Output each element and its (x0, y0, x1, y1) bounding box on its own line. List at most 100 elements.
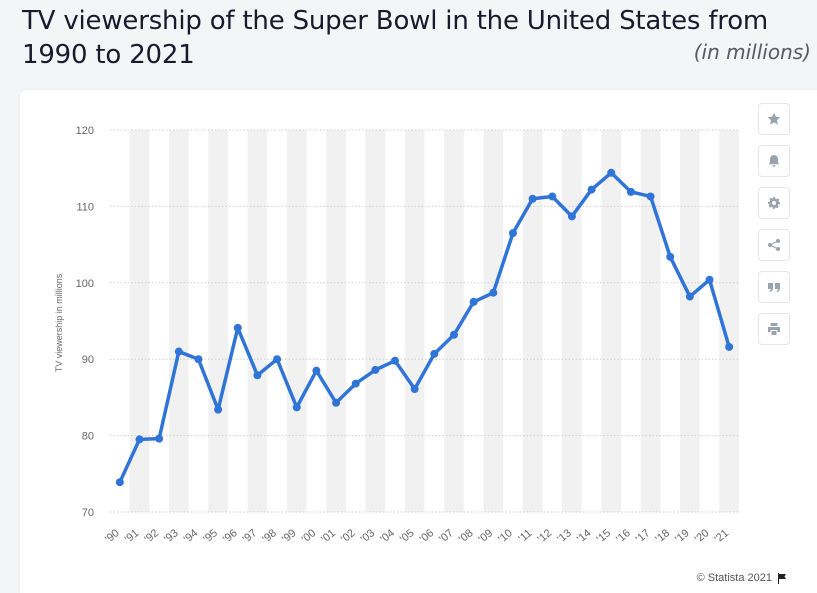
x-tick-label: '91 (123, 527, 142, 545)
data-point (489, 288, 498, 297)
star-icon (767, 112, 781, 125)
column-stripe (562, 130, 582, 512)
data-point (391, 356, 400, 365)
share-icon (768, 239, 780, 251)
column-stripe (483, 130, 504, 512)
column-stripe (129, 130, 150, 512)
data-point (214, 405, 223, 414)
x-tick-label: '10 (496, 527, 515, 545)
x-tick-label: '17 (634, 527, 653, 545)
x-tick-label: '00 (300, 527, 319, 545)
x-tick-label: '19 (673, 527, 692, 545)
data-point (430, 349, 439, 358)
data-point (174, 347, 183, 356)
credit: © Statista 2021 (697, 572, 787, 584)
data-point (685, 292, 694, 301)
data-point (292, 403, 301, 412)
data-point (410, 384, 419, 393)
x-tick-label: '14 (575, 527, 594, 545)
data-point (567, 212, 576, 221)
page-title: TV viewership of the Super Bowl in the U… (22, 6, 769, 70)
x-tick-label: '90 (103, 527, 122, 545)
notification-button[interactable] (758, 145, 790, 177)
cite-button[interactable] (758, 271, 790, 303)
x-tick-label: '92 (142, 527, 161, 545)
column-stripe (168, 130, 189, 512)
x-tick-label: '13 (555, 527, 574, 545)
data-point (666, 252, 675, 261)
column-stripe (719, 130, 739, 512)
x-tick-label: '20 (693, 527, 712, 545)
favorite-button[interactable] (758, 103, 790, 135)
x-tick-label: '93 (162, 527, 181, 545)
data-point (469, 297, 478, 306)
x-tick-label: '09 (477, 527, 496, 545)
column-stripe (601, 130, 622, 512)
x-tick-label: '15 (594, 527, 613, 545)
x-tick-label: '06 (418, 527, 437, 545)
data-point (253, 371, 262, 380)
gear-icon (768, 197, 780, 209)
y-tick-label: 100 (76, 278, 94, 290)
data-point (351, 379, 360, 388)
unit-subtitle: (in millions) (693, 40, 811, 64)
x-tick-label: '01 (319, 527, 338, 545)
x-tick-label: '18 (653, 527, 672, 545)
data-point (449, 330, 458, 339)
data-point (705, 275, 714, 284)
column-stripe (680, 130, 700, 512)
column-stripe (326, 130, 346, 512)
y-tick-label: 80 (82, 431, 94, 443)
x-tick-label: '07 (437, 527, 456, 545)
y-tick-label: 70 (82, 507, 94, 519)
column-stripe (404, 130, 425, 512)
y-axis-title: TV viewership in millions (54, 273, 64, 372)
y-tick-label: 120 (76, 125, 94, 137)
series-line (118, 171, 731, 484)
x-tick-label: '02 (339, 527, 358, 545)
column-stripe (640, 130, 661, 512)
x-tick-label: '05 (398, 527, 417, 545)
flag-icon[interactable] (777, 572, 787, 584)
share-button[interactable] (758, 229, 790, 261)
x-tick-label: '21 (712, 527, 731, 545)
x-tick-label: '16 (614, 527, 633, 545)
quote-icon (768, 283, 780, 292)
data-point (371, 365, 380, 374)
x-tick-label: '97 (241, 527, 260, 545)
x-tick-label: '11 (516, 527, 534, 545)
data-point (725, 342, 734, 351)
data-point (548, 192, 557, 201)
column-stripe (522, 130, 543, 512)
column-stripe (365, 130, 386, 512)
data-point (194, 355, 203, 364)
data-point (115, 478, 124, 487)
print-icon (768, 323, 780, 335)
y-tick-label: 110 (76, 201, 94, 213)
data-point (135, 435, 144, 444)
credit-text[interactable]: © Statista 2021 (696, 572, 772, 584)
y-tick-label: 90 (82, 354, 94, 366)
data-point (626, 187, 635, 196)
x-tick-label: '99 (280, 527, 299, 545)
data-point (646, 192, 655, 201)
chart-toolbar (758, 103, 790, 355)
print-button[interactable] (758, 313, 790, 345)
x-tick-label: '94 (182, 527, 201, 545)
data-point (273, 355, 282, 364)
x-tick-label: '96 (221, 527, 240, 545)
column-stripe (247, 130, 268, 512)
data-point (587, 185, 596, 194)
x-tick-label: '12 (535, 527, 554, 545)
x-tick-label: '03 (359, 527, 378, 545)
column-stripe (444, 130, 464, 512)
data-point (528, 194, 537, 203)
column-stripe (208, 130, 228, 512)
data-point (312, 366, 321, 375)
settings-button[interactable] (758, 187, 790, 219)
data-point (332, 398, 341, 407)
data-point (508, 229, 517, 238)
data-point (607, 168, 616, 177)
x-tick-label: '04 (378, 527, 397, 545)
